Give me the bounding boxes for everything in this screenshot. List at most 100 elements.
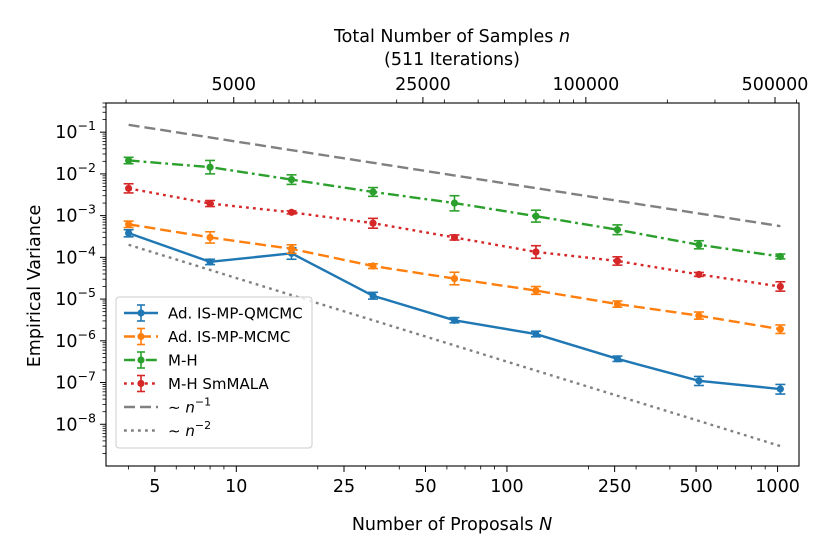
y-tick-exponent: −2 bbox=[78, 160, 96, 175]
y-tick-mantissa: 10 bbox=[55, 290, 77, 310]
data-point bbox=[695, 270, 703, 279]
y-tick-label: 10−6 bbox=[55, 327, 96, 352]
data-point bbox=[287, 245, 296, 253]
legend-label: Ad. IS-MP-QMCMC bbox=[168, 305, 303, 323]
series-5 bbox=[128, 243, 781, 448]
y-axis-title: Empirical Variance bbox=[25, 205, 45, 368]
x-tick-label: 1000 bbox=[755, 477, 800, 497]
legend-label: ∼ n−2 bbox=[168, 419, 211, 440]
y-tick-exponent: −4 bbox=[78, 243, 96, 258]
top-tick-label: 100000 bbox=[552, 75, 619, 95]
y-tick-label: 10−8 bbox=[55, 410, 96, 435]
y-tick-label: 10−3 bbox=[55, 202, 96, 227]
legend: Ad. IS-MP-QMCMC Ad. IS-MP-MCMC M-H M-H SmMA… bbox=[115, 296, 313, 449]
legend-swatch-marker bbox=[137, 309, 145, 317]
y-tick-exponent: −6 bbox=[78, 327, 96, 342]
data-point bbox=[695, 377, 703, 385]
series-1 bbox=[123, 220, 786, 335]
legend-label-prefix: ∼ bbox=[168, 422, 185, 440]
data-point bbox=[206, 199, 214, 208]
data-point bbox=[369, 219, 377, 227]
y-tick-exponent: −7 bbox=[78, 369, 96, 384]
x-tick-label: 250 bbox=[598, 477, 631, 497]
x-tick-label: 50 bbox=[414, 477, 436, 497]
top-tick-label: 500000 bbox=[742, 75, 809, 95]
data-point bbox=[532, 330, 540, 338]
series-line bbox=[128, 243, 781, 448]
plot-area bbox=[123, 123, 786, 448]
data-point bbox=[287, 175, 296, 184]
data-point bbox=[532, 212, 540, 220]
data-point bbox=[532, 286, 540, 295]
data-point bbox=[450, 233, 459, 242]
legend-swatch-marker bbox=[137, 356, 145, 364]
data-point bbox=[532, 248, 540, 256]
y-tick-mantissa: 10 bbox=[55, 248, 77, 268]
data-point bbox=[776, 325, 784, 333]
data-point bbox=[125, 184, 133, 192]
data-point bbox=[450, 316, 459, 324]
legend-label-exp: −1 bbox=[195, 396, 211, 409]
legend-label: M-H bbox=[168, 352, 198, 370]
series-line bbox=[128, 123, 781, 228]
legend-label: M-H SmMALA bbox=[168, 375, 269, 393]
data-point bbox=[369, 188, 377, 196]
series-4 bbox=[128, 123, 781, 228]
legend-box bbox=[115, 296, 313, 449]
data-point bbox=[776, 282, 784, 291]
y-tick-mantissa: 10 bbox=[55, 415, 77, 435]
data-point bbox=[613, 355, 622, 363]
data-point bbox=[450, 274, 459, 283]
data-point bbox=[695, 241, 703, 249]
data-point bbox=[206, 258, 214, 266]
top-tick-label: 25000 bbox=[395, 75, 451, 95]
legend-label: ∼ n−1 bbox=[168, 396, 211, 417]
series-3 bbox=[123, 182, 786, 292]
x-tick-label: 5 bbox=[149, 477, 160, 497]
y-tick-mantissa: 10 bbox=[55, 207, 77, 227]
x-axis-title-text: Number of Proposals bbox=[352, 515, 539, 535]
legend-label-var: n bbox=[185, 399, 195, 417]
x-axis-title-var: N bbox=[539, 515, 552, 535]
x-axis-title: Number of Proposals N bbox=[352, 515, 552, 535]
top-axis-title-text: Total Number of Samples bbox=[333, 27, 559, 47]
x-tick-label: 25 bbox=[333, 477, 355, 497]
data-point bbox=[776, 385, 784, 393]
top-axis-title-var: n bbox=[559, 27, 570, 47]
legend-label-prefix: ∼ bbox=[168, 399, 185, 417]
data-point bbox=[125, 229, 133, 237]
y-tick-exponent: −3 bbox=[78, 202, 96, 217]
y-tick-exponent: −1 bbox=[78, 118, 96, 133]
top-tick-label: 5000 bbox=[211, 75, 256, 95]
series-2 bbox=[123, 156, 786, 261]
legend-label: Ad. IS-MP-MCMC bbox=[168, 328, 290, 346]
y-tick-label: 10−2 bbox=[55, 160, 96, 185]
data-point bbox=[206, 233, 214, 242]
data-point bbox=[613, 300, 622, 308]
legend-swatch-marker bbox=[137, 332, 145, 341]
data-point bbox=[125, 156, 133, 165]
y-tick-label: 10−1 bbox=[55, 118, 96, 143]
y-tick-mantissa: 10 bbox=[55, 374, 77, 394]
y-tick-mantissa: 10 bbox=[55, 123, 77, 143]
legend-label-exp: −2 bbox=[195, 419, 211, 432]
data-point bbox=[613, 226, 622, 234]
data-point bbox=[776, 252, 784, 261]
y-tick-exponent: −8 bbox=[78, 410, 96, 425]
y-tick-label: 10−7 bbox=[55, 369, 96, 394]
data-point bbox=[125, 220, 133, 228]
x-tick-label: 500 bbox=[679, 477, 712, 497]
data-point bbox=[695, 312, 703, 320]
x-tick-label: 100 bbox=[490, 477, 523, 497]
y-tick-exponent: −5 bbox=[78, 285, 96, 300]
legend-label-var: n bbox=[185, 422, 195, 440]
top-axis-title-line2: (511 Iterations) bbox=[384, 50, 520, 70]
y-tick-label: 10−5 bbox=[55, 285, 96, 310]
data-point bbox=[369, 262, 377, 270]
y-tick-mantissa: 10 bbox=[55, 165, 77, 185]
legend-swatch-marker bbox=[137, 379, 145, 388]
data-point bbox=[450, 199, 459, 207]
axes-frame bbox=[105, 102, 800, 467]
data-point bbox=[287, 208, 296, 216]
